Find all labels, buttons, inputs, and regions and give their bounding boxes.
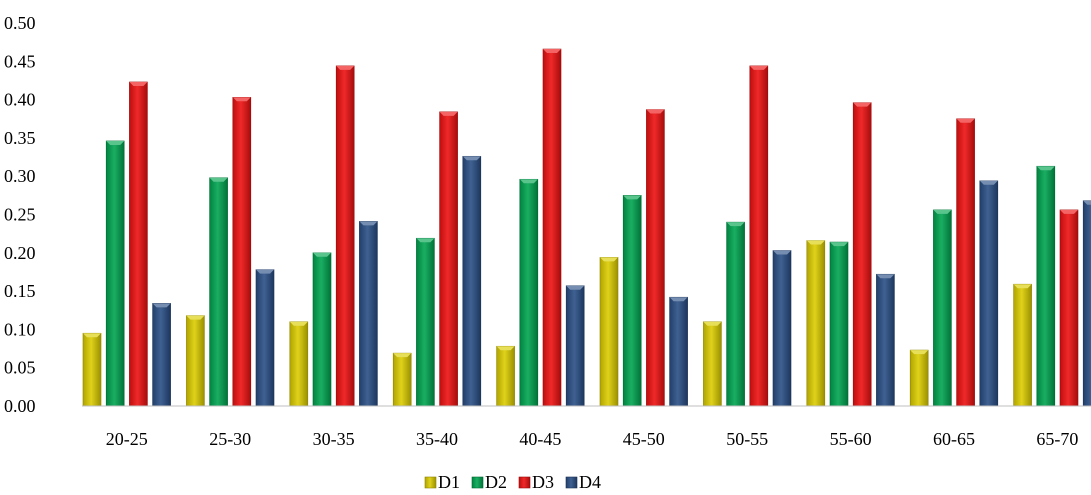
x-axis-categories: 20-25 25-30 30-35 35-40 40-45 45-50 50-55 55-60… [106, 429, 1079, 449]
legend-swatch [424, 476, 437, 489]
bar-d3-40-45 [542, 48, 562, 407]
bar-d1-30-35 [289, 321, 309, 407]
bar-d4-35-40 [462, 155, 482, 407]
bar-d1-40-45 [496, 345, 515, 407]
y-tick-label: 0.50 [4, 13, 36, 33]
bar-d4-25-30 [255, 269, 275, 407]
bar-d1-55-60 [806, 240, 826, 407]
bar-d2-60-65 [933, 209, 952, 407]
bar-d4-50-55 [772, 250, 792, 407]
bar-d3-25-30 [232, 97, 252, 407]
legend-label: D4 [579, 472, 601, 492]
bar-d3-20-25 [129, 81, 148, 407]
bar-d1-65-70 [1013, 283, 1032, 407]
y-tick-label: 0.20 [4, 243, 36, 263]
x-category-label: 20-25 [106, 429, 148, 449]
legend-swatch [565, 476, 578, 489]
bar-d3-45-50 [646, 109, 665, 407]
bar-d4-45-50 [669, 296, 688, 407]
bar-d2-55-60 [829, 241, 849, 407]
x-category-label: 60-65 [933, 429, 975, 449]
legend-label: D1 [438, 472, 460, 492]
bar-d2-20-25 [105, 140, 125, 407]
x-category-label: 35-40 [416, 429, 458, 449]
bar-d3-35-40 [439, 111, 458, 407]
legend-item-d2: D2 [471, 472, 507, 492]
y-tick-label: 0.10 [4, 319, 36, 339]
x-category-label: 55-60 [830, 429, 872, 449]
x-category-label: 50-55 [726, 429, 768, 449]
x-category-label: 45-50 [623, 429, 665, 449]
bars [82, 48, 1091, 407]
x-category-label: 25-30 [209, 429, 251, 449]
y-tick-label: 0.15 [4, 281, 36, 301]
y-tick-label: 0.30 [4, 166, 36, 186]
bar-d2-30-35 [312, 252, 332, 407]
y-tick-label: 0.35 [4, 128, 36, 148]
y-tick-label: 0.05 [4, 358, 36, 378]
y-tick-label: 0.40 [4, 90, 36, 110]
y-axis-ticks: 0.00 0.05 0.10 0.15 0.20 0.25 0.30 0.35 0.40 0.45… [4, 13, 36, 416]
legend-item-d4: D4 [565, 472, 601, 492]
bar-d4-55-60 [876, 273, 895, 407]
bar-d4-40-45 [565, 285, 585, 407]
bar-d4-60-65 [979, 180, 999, 407]
y-tick-label: 0.00 [4, 396, 36, 416]
bar-d2-45-50 [622, 195, 642, 407]
x-category-label: 40-45 [519, 429, 561, 449]
bar-d3-65-70 [1059, 209, 1079, 407]
legend: D1 D2 D3 D4 [424, 472, 601, 492]
legend-swatch [471, 476, 484, 489]
bar-d3-50-55 [749, 65, 769, 407]
bar-d2-35-40 [416, 237, 435, 407]
x-category-label: 30-35 [313, 429, 355, 449]
bar-d4-65-70 [1082, 200, 1091, 407]
bar-d2-50-55 [726, 221, 745, 407]
legend-label: D2 [485, 472, 507, 492]
bar-d2-25-30 [209, 177, 228, 407]
bar-d1-45-50 [599, 257, 619, 407]
bar-d1-20-25 [82, 332, 102, 407]
bar-d2-40-45 [519, 178, 539, 407]
legend-item-d1: D1 [424, 472, 460, 492]
legend-swatch [518, 476, 531, 489]
x-category-label: 65-70 [1036, 429, 1078, 449]
legend-label: D3 [532, 472, 554, 492]
bar-d3-55-60 [852, 102, 872, 407]
bar-d3-30-35 [335, 65, 355, 407]
bar-d2-65-70 [1036, 165, 1056, 407]
y-tick-label: 0.45 [4, 51, 36, 71]
bar-d3-60-65 [956, 118, 975, 407]
bar-d4-20-25 [152, 303, 171, 407]
legend-item-d3: D3 [518, 472, 554, 492]
bar-d1-25-30 [186, 315, 205, 407]
y-tick-label: 0.25 [4, 205, 36, 225]
bar-d1-60-65 [909, 349, 929, 407]
bar-d4-30-35 [359, 221, 378, 407]
bar-d1-35-40 [392, 352, 412, 407]
bar-d1-50-55 [703, 321, 722, 407]
